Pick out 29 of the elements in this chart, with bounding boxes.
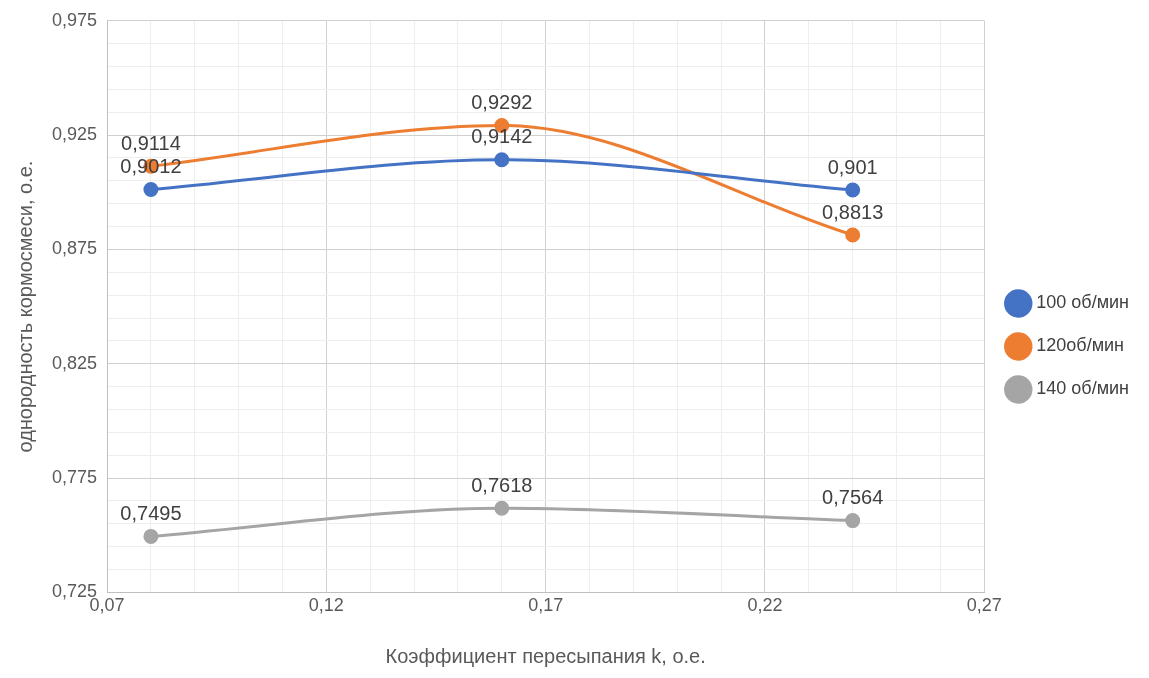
data-label: 0,9142 (471, 125, 533, 148)
y-axis-title: однородность кормосмеси, о.е. (13, 160, 36, 453)
y-tick-label: 0,975 (52, 9, 98, 30)
legend-label: 120об/мин (1036, 335, 1125, 356)
data-label: 0,9114 (121, 131, 181, 154)
x-tick-label: 0,22 (747, 595, 783, 616)
legend-label: 140 об/мин (1036, 378, 1130, 399)
y-tick-label: 0,875 (52, 238, 98, 259)
point (845, 182, 861, 198)
point (143, 528, 159, 544)
point (845, 513, 861, 529)
data-label: 0,901 (827, 155, 878, 178)
point (494, 152, 510, 168)
data-label: 0,7618 (471, 473, 533, 496)
x-tick-label: 0,12 (308, 595, 344, 616)
point (494, 500, 510, 516)
point (845, 227, 861, 243)
x-tick-label: 0,17 (528, 595, 564, 616)
point (143, 182, 159, 198)
y-tick-label: 0,925 (52, 124, 98, 145)
x-axis-title: Коэффициент пересыпания k, о.е. (385, 644, 706, 667)
y-tick-label: 0,825 (52, 352, 98, 373)
data-label: 0,7564 (822, 486, 884, 509)
legend-label: 100 об/мин (1036, 292, 1130, 313)
y-tick-label: 0,775 (52, 467, 98, 488)
data-label: 0,9292 (471, 91, 533, 114)
data-label: 0,8813 (822, 200, 884, 223)
data-label: 0,7495 (120, 501, 182, 524)
x-tick-label: 0,27 (966, 595, 1002, 616)
